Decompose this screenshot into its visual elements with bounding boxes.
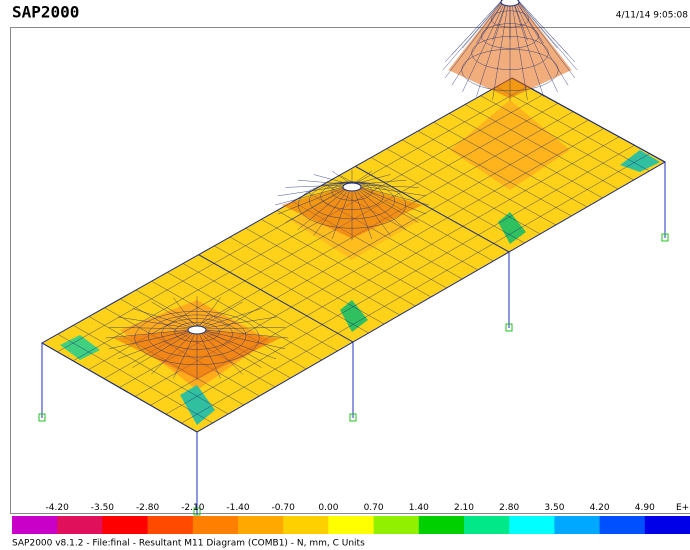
legend-label: 4.20 [590, 503, 610, 513]
legend-label: 4.90 [635, 503, 655, 513]
legend-label: -2.80 [136, 503, 160, 513]
legend-swatch [328, 516, 374, 534]
legend-label: -3.50 [91, 503, 115, 513]
legend-swatch [645, 516, 690, 534]
app-title: SAP2000 [12, 3, 79, 22]
legend-exponent: E+3 [676, 503, 690, 513]
legend-swatch [464, 516, 510, 534]
legend-label: -2.10 [181, 503, 205, 513]
timestamp: 4/11/14 9:05:08 [616, 11, 689, 21]
legend-label: 0.70 [364, 503, 384, 513]
legend-label: 0.00 [318, 503, 338, 513]
legend-swatch [509, 516, 555, 534]
legend-swatch [148, 516, 194, 534]
legend-swatch [193, 516, 239, 534]
legend-swatch [554, 516, 600, 534]
legend-swatch [283, 516, 329, 534]
legend-label: 3.50 [544, 503, 564, 513]
legend-label: -1.40 [226, 503, 250, 513]
legend-swatch [238, 516, 284, 534]
legend-label: 2.80 [499, 503, 519, 513]
legend-swatch [102, 516, 148, 534]
cone-opening [343, 183, 361, 191]
legend-swatch [57, 516, 103, 534]
legend-label: 1.40 [409, 503, 429, 513]
legend-swatch [419, 516, 465, 534]
status-bar: SAP2000 v8.1.2 - File:final - Resultant … [12, 539, 365, 549]
legend-swatch [600, 516, 646, 534]
sap2000-window: SAP2000 4/11/14 9:05:08 -4.20 -3.50 -2.80 -… [0, 0, 690, 550]
legend-label: 2.10 [454, 503, 474, 513]
legend-label: -0.70 [272, 503, 296, 513]
cone-opening [501, 0, 519, 6]
cone-opening [188, 326, 206, 334]
viewport: SAP2000 4/11/14 9:05:08 -4.20 -3.50 -2.80 -… [0, 0, 690, 550]
legend-swatch [374, 516, 420, 534]
legend-swatch [12, 516, 58, 534]
legend-label: -4.20 [46, 503, 70, 513]
